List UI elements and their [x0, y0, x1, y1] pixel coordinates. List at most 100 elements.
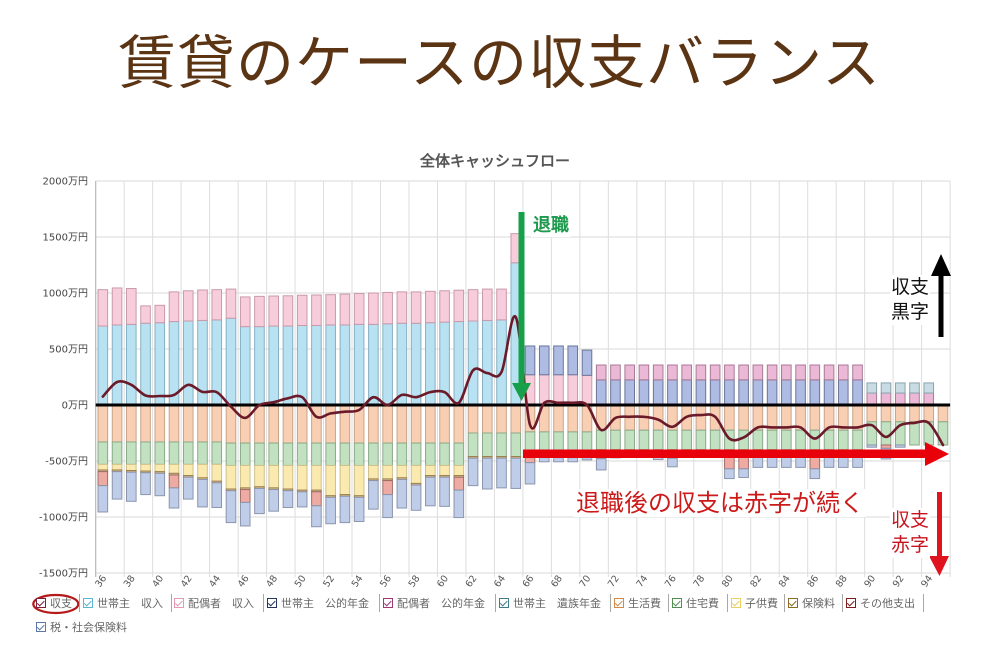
legend-checkbox-living[interactable] [614, 598, 624, 608]
bar-children-42 [182, 463, 194, 477]
bar-living-41 [168, 404, 180, 443]
bar-head-survivor-pension-90 [866, 382, 878, 394]
legend-item-spouse-income[interactable]: 配偶者 収入 [174, 596, 254, 610]
bar-head-pension-72 [610, 379, 621, 406]
bar-tax-40 [154, 472, 166, 497]
y-tick-label: -1500万円 [39, 569, 88, 580]
bar-living-64 [496, 404, 507, 434]
bar-children-37 [111, 463, 123, 471]
bar-tax-68 [553, 457, 564, 463]
deficit-message: 退職後の収支は赤字が続く [574, 489, 866, 517]
bar-spouse-income-50 [296, 294, 308, 326]
bar-tax-81 [738, 468, 749, 478]
bar-housing-44 [211, 441, 223, 465]
legend-checkbox-insurance[interactable] [788, 598, 798, 608]
bar-housing-40 [154, 441, 166, 465]
legend-checkbox-head-survivor-pension[interactable] [499, 598, 509, 608]
legend-item-living[interactable]: 生活費 [614, 596, 661, 610]
bar-housing-63 [482, 432, 493, 458]
legend-item-tax[interactable]: 税・社会保険料 [36, 620, 127, 634]
bar-spouse-pension-86 [809, 364, 821, 381]
bar-tax-38 [126, 471, 137, 502]
legend-item-other[interactable]: その他支出 [846, 596, 915, 610]
bar-head-income-52 [325, 324, 336, 406]
bar-tax-42 [182, 476, 194, 500]
bar-tax-64 [496, 457, 507, 489]
bar-housing-65 [510, 432, 522, 458]
bar-spouse-pension-77 [681, 364, 692, 381]
bar-spouse-income-47 [254, 295, 265, 328]
legend-item-housing[interactable]: 住宅費 [672, 596, 719, 610]
legend-checkbox-head-pension[interactable] [267, 598, 277, 608]
bar-tax-61 [453, 489, 465, 519]
bar-head-pension-67 [538, 345, 550, 376]
surplus-arrow-shaft [938, 272, 944, 337]
bar-spouse-income-62 [467, 289, 479, 322]
legend-separator [727, 594, 728, 612]
legend-item-insurance[interactable]: 保険料 [788, 596, 835, 610]
bar-living-60 [439, 404, 450, 444]
legend-checkbox-head-income[interactable] [83, 598, 93, 608]
bar-spouse-income-56 [382, 291, 393, 325]
legend-checkbox-spouse-income[interactable] [174, 598, 184, 608]
bar-housing-57 [396, 442, 408, 466]
bar-spouse-pension-88 [838, 364, 849, 381]
bar-living-42 [182, 404, 194, 443]
bar-head-income-47 [254, 326, 265, 406]
bar-head-income-57 [396, 322, 408, 406]
legend-item-balance[interactable]: 収支 [36, 596, 72, 610]
legend-checkbox-spouse-pension[interactable] [383, 598, 393, 608]
bar-head-survivor-pension-94 [923, 382, 935, 394]
bar-living-52 [325, 404, 336, 444]
legend-item-spouse-pension[interactable]: 配偶者 公的年金 [383, 596, 485, 610]
bar-living-90 [866, 404, 878, 423]
legend-checkbox-children[interactable] [731, 598, 741, 608]
bar-head-pension-76 [667, 379, 678, 406]
legend-checkbox-tax[interactable] [36, 622, 46, 632]
bar-housing-84 [781, 429, 792, 451]
legend-item-head-pension[interactable]: 世帯主 公的年金 [267, 596, 369, 610]
bar-living-48 [268, 404, 279, 444]
bar-living-55 [368, 404, 379, 444]
legend-checkbox-housing[interactable] [672, 598, 682, 608]
legend-item-head-survivor-pension[interactable]: 世帯主 遺族年金 [499, 596, 601, 610]
y-tick-label: 1500万円 [43, 233, 88, 244]
check-icon [175, 598, 183, 606]
legend-checkbox-other[interactable] [846, 598, 856, 608]
bar-spouse-income-51 [311, 294, 322, 326]
legend-separator [495, 594, 496, 612]
bar-tax-36 [97, 485, 109, 513]
bar-head-income-51 [311, 324, 322, 406]
bar-head-pension-77 [681, 379, 692, 406]
bar-spouse-income-48 [268, 295, 279, 327]
bar-housing-74 [638, 429, 650, 451]
legend-label-other: その他支出 [860, 597, 915, 610]
bar-head-survivor-pension-91 [880, 382, 892, 394]
bar-housing-55 [368, 442, 379, 466]
bar-tax-71 [595, 458, 607, 471]
legend-separator [171, 594, 172, 612]
bar-children-40 [154, 463, 166, 473]
legend-item-head-income[interactable]: 世帯主 収入 [83, 596, 163, 610]
retirement-arrow [512, 212, 531, 401]
bar-housing-93 [909, 421, 920, 446]
chart-title: 全体キャッシュフロー [419, 152, 570, 170]
bar-living-94 [923, 404, 935, 423]
bar-spouse-pension-81 [738, 364, 749, 381]
legend-label-children: 子供費 [745, 597, 778, 610]
bar-living-81 [738, 404, 749, 431]
legend-checkbox-balance[interactable] [36, 598, 46, 608]
bar-head-pension-75 [652, 379, 664, 406]
bar-children-49 [282, 464, 294, 490]
bar-children-45 [225, 464, 237, 490]
bar-tax-66 [524, 462, 536, 485]
bar-spouse-pension-71 [595, 364, 607, 381]
bar-living-46 [239, 404, 251, 444]
legend-separator [263, 594, 264, 612]
bar-spouse-income-69 [567, 374, 579, 406]
legend-item-children[interactable]: 子供費 [731, 596, 778, 610]
bar-head-income-49 [282, 325, 294, 406]
check-icon [847, 598, 855, 606]
bar-housing-64 [496, 432, 507, 458]
legend-label-spouse-income: 配偶者 収入 [188, 597, 254, 610]
